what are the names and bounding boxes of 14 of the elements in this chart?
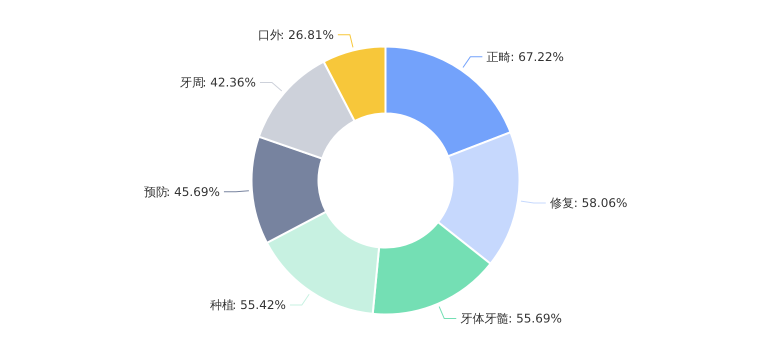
slice-label: 正畸 — [486, 50, 510, 64]
data-label: : 45.69% — [166, 184, 220, 199]
slice-label: 口外 — [258, 28, 282, 42]
slice-label: 牙周 — [180, 75, 204, 90]
slice-label: 预防 — [144, 184, 168, 199]
slice-label: 种植 — [210, 298, 234, 312]
slice-label: 牙体牙髓 — [460, 312, 508, 326]
data-label: : 42.36% — [202, 75, 256, 90]
data-label: : 67.22% — [510, 50, 564, 64]
data-label: : 55.69% — [508, 312, 562, 326]
slice-label: 修复 — [550, 196, 574, 210]
data-label: : 26.81% — [280, 28, 334, 42]
data-label: : 55.42% — [232, 298, 286, 312]
data-label: : 58.06% — [574, 196, 628, 210]
